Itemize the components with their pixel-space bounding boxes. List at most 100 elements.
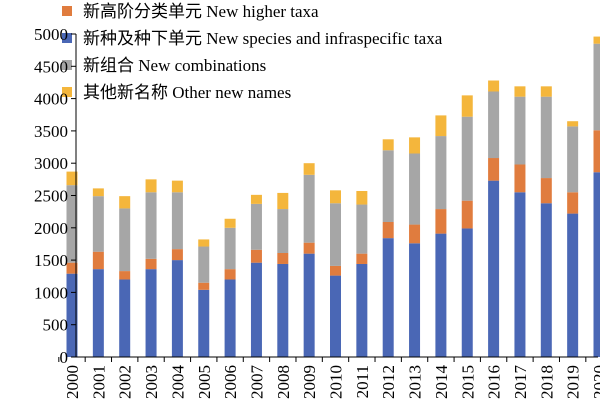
bar-segment-2004-series-2 [171,192,183,250]
bar-segment-2008-series-1 [277,252,289,264]
bar-segment-2020-series-0 [593,172,600,357]
x-tick-label-2001: 2001 [89,365,108,399]
y-tick-label-4500: 4500 [34,57,68,76]
bar-segment-2007-series-3 [250,194,262,204]
legend-swatch-series-2 [62,60,72,70]
bar-segment-2016-series-1 [488,158,500,181]
legend: 新高阶分类单元 New higher taxa 新种及种下单元 New speci… [62,2,443,102]
y-tick-label-4000: 4000 [34,90,68,109]
bar-segment-2000-series-1 [66,262,78,274]
bar-segment-2010-series-3 [330,190,341,204]
x-tick-label-2014: 2014 [432,365,451,400]
bar-segment-2004-series-3 [171,180,183,193]
bar-segment-2018-series-3 [540,86,552,97]
bar-segment-2020-series-3 [593,36,600,44]
bar-segment-2010-series-1 [330,265,341,276]
bar-segment-2012-series-1 [382,221,394,239]
y-tick-label-3500: 3500 [34,122,68,141]
bar-segment-2019-series-1 [567,192,579,214]
legend-swatch-series-0 [62,33,72,43]
legend-label-series-2: 新组合 New combinations [83,56,266,75]
bar-segment-2019-series-2 [567,126,579,193]
y-tick-label-1500: 1500 [34,251,68,270]
bar-segment-2014-series-2 [435,136,447,210]
x-tick-label-2010: 2010 [327,365,346,399]
bar-segment-2013-series-3 [409,137,421,154]
bar-segment-2017-series-2 [514,96,526,165]
bar-segment-2009-series-0 [303,253,315,357]
bar-segment-2020-series-1 [593,130,600,173]
bars [66,36,600,357]
bar-segment-2018-series-1 [540,178,552,204]
bar-segment-2008-series-3 [277,192,289,210]
bar-segment-2003-series-0 [145,269,157,357]
bar-segment-2002-series-2 [119,208,131,272]
bar-segment-2018-series-0 [540,203,552,357]
bar-segment-2001-series-2 [92,196,104,252]
x-tick-label-2013: 2013 [406,365,425,399]
y-tick-label-3000: 3000 [34,154,68,173]
x-tick-label-2011: 2011 [353,365,372,398]
bar-segment-2006-series-1 [224,269,236,280]
bar-segment-2003-series-1 [145,258,157,270]
bar-segment-2013-series-2 [409,153,421,225]
bar-segment-2016-series-2 [488,91,500,159]
x-tick-label-2002: 2002 [116,365,135,399]
bar-segment-2011-series-0 [356,263,368,357]
bar-segment-2013-series-0 [409,243,421,357]
bar-segment-2004-series-0 [171,260,183,357]
legend-label-series-0: 新种及种下单元 New species and infraspecific ta… [83,29,443,48]
bar-segment-2013-series-1 [409,224,421,244]
x-tick-label-2003: 2003 [142,365,161,399]
bar-segment-2001-series-3 [92,188,104,197]
bar-segment-2003-series-2 [145,192,157,259]
bar-segment-2002-series-0 [119,279,131,357]
bar-segment-2007-series-2 [250,203,262,250]
bar-segment-2016-series-0 [488,180,500,357]
y-tick-label-2500: 2500 [34,187,68,206]
bar-segment-2014-series-0 [435,233,447,357]
bar-segment-2005-series-0 [198,289,210,357]
bar-segment-2015-series-0 [461,228,473,357]
x-tick-label-2018: 2018 [537,365,556,399]
bar-segment-2014-series-3 [435,115,447,137]
bar-segment-2015-series-3 [461,95,473,117]
bar-segment-2015-series-1 [461,200,473,229]
bar-segment-2000-series-3 [66,171,78,186]
axes: 0 500 1000 1500 2000 2500 3000 3500 4000 4500 5000… [34,25,600,399]
legend-label-series-1: 新高阶分类单元 New higher taxa [83,2,319,21]
y-tick-label-500: 500 [43,316,69,335]
bar-segment-2002-series-1 [119,271,131,280]
x-tick-label-2017: 2017 [511,365,530,400]
bar-segment-2003-series-3 [145,179,157,193]
bar-segment-2017-series-3 [514,86,526,97]
bar-segment-2006-series-2 [224,227,236,270]
bar-segment-2017-series-1 [514,164,526,193]
x-tick-label-2008: 2008 [274,365,293,399]
y-tick-label-5000: 5000 [34,25,68,44]
bar-segment-2010-series-0 [330,275,341,357]
x-tick-label-2019: 2019 [564,365,583,399]
legend-swatch-series-1 [62,6,72,16]
legend-swatch-series-3 [62,87,72,97]
bar-segment-2009-series-3 [303,163,315,175]
bar-segment-2012-series-0 [382,238,394,357]
bar-segment-2019-series-0 [567,213,579,357]
x-tick-label-2007: 2007 [247,365,266,400]
x-tick-label-2015: 2015 [458,365,477,399]
bar-segment-2006-series-3 [224,218,236,228]
bar-segment-2011-series-2 [356,204,368,254]
bar-segment-2017-series-0 [514,192,526,357]
bar-segment-2019-series-3 [567,121,579,127]
x-tick-label-2000: 2000 [63,365,82,399]
bar-segment-2011-series-3 [356,190,368,205]
bar-segment-2020-series-2 [593,43,600,131]
bar-segment-2005-series-1 [198,282,210,290]
x-tick-label-2005: 2005 [195,365,214,399]
bar-segment-2009-series-2 [303,174,315,243]
bar-segment-2014-series-1 [435,209,447,234]
bar-segment-2001-series-1 [92,251,104,270]
legend-label-series-3: 其他新名称 Other new names [83,83,291,102]
bar-segment-2000-series-2 [66,185,78,263]
